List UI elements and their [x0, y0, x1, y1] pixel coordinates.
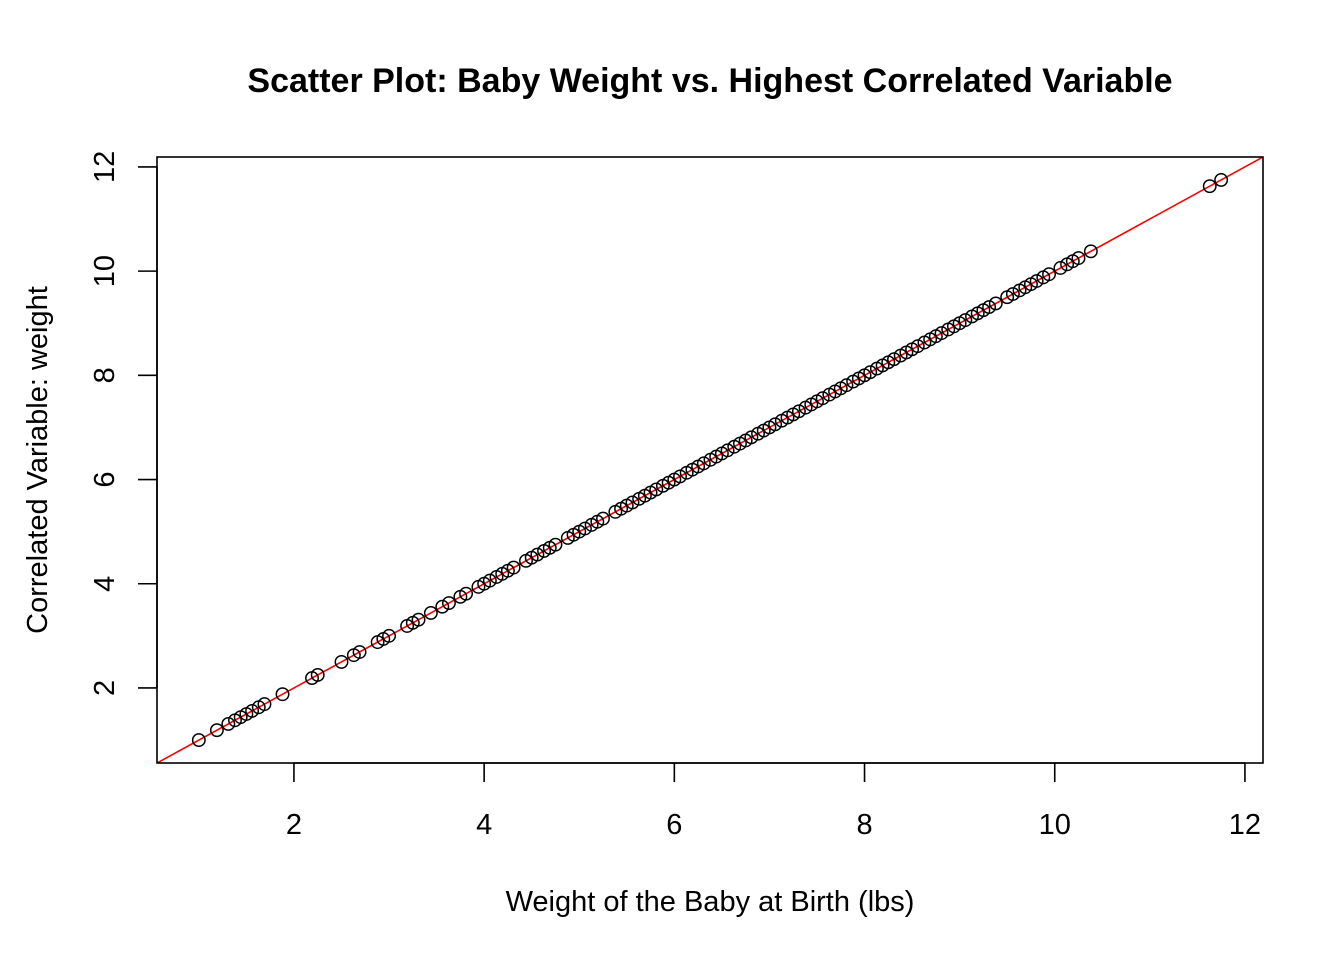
- data-point: [1029, 274, 1044, 288]
- plot-frame: [156, 156, 1264, 764]
- data-point: [506, 560, 521, 575]
- data-point: [791, 404, 806, 419]
- data-point: [352, 645, 367, 659]
- data-point: [720, 443, 735, 458]
- data-point: [673, 469, 687, 484]
- data-point: [934, 326, 949, 341]
- data-point: [191, 733, 206, 748]
- data-point: [442, 596, 456, 610]
- data-point: [257, 697, 272, 712]
- data-point: [577, 521, 592, 536]
- data-point: [221, 716, 236, 731]
- data-point: [382, 628, 396, 643]
- data-point: [1071, 251, 1086, 266]
- y-tick-label: 12: [89, 151, 121, 183]
- x-tick-label: 12: [1229, 809, 1261, 841]
- x-axis: 2 4 6 8 10 12: [286, 762, 1261, 841]
- data-point: [435, 599, 450, 614]
- chart-title: Scatter Plot: Baby Weight vs. Highest Co…: [247, 62, 1172, 100]
- y-tick-label: 10: [89, 255, 121, 287]
- data-point: [887, 352, 901, 367]
- data-point: [1053, 261, 1068, 275]
- data-point: [310, 667, 325, 682]
- data-point: [334, 654, 349, 669]
- x-tick-label: 6: [666, 809, 682, 841]
- data-point: [596, 511, 610, 526]
- data-point: [1042, 267, 1056, 282]
- x-tick-label: 4: [476, 809, 492, 841]
- data-point: [982, 300, 997, 315]
- data-point: [649, 482, 664, 497]
- x-tick-label: 8: [856, 809, 872, 841]
- data-point: [863, 365, 878, 380]
- data-point: [1202, 179, 1217, 194]
- data-point: [275, 687, 290, 702]
- data-point: [423, 605, 438, 620]
- data-point: [815, 391, 830, 406]
- data-point: [530, 547, 545, 562]
- data-point: [696, 456, 711, 471]
- data-points: [191, 172, 1229, 748]
- y-tick-label: 6: [89, 471, 121, 487]
- data-point: [1083, 244, 1098, 259]
- data-point: [482, 573, 497, 588]
- data-point: [744, 430, 759, 445]
- y-axis-label: Correlated Variable: weight: [22, 286, 54, 634]
- x-tick-label: 2: [286, 809, 302, 841]
- data-point: [625, 495, 640, 510]
- y-tick-label: 8: [89, 367, 121, 383]
- x-axis-label: Weight of the Baby at Birth (lbs): [506, 886, 915, 918]
- data-point: [209, 723, 224, 738]
- data-point: [548, 537, 563, 552]
- data-point: [988, 296, 1003, 311]
- data-point: [1005, 287, 1020, 301]
- data-point: [839, 378, 854, 393]
- y-axis: 2 4 6 8 10 12: [89, 151, 158, 696]
- x-tick-label: 10: [1039, 809, 1071, 841]
- data-point: [958, 313, 973, 328]
- y-tick-label: 2: [89, 680, 121, 696]
- data-point: [459, 586, 474, 601]
- data-point: [1214, 172, 1229, 187]
- data-point: [768, 417, 783, 432]
- data-point: [245, 703, 260, 718]
- data-point: [411, 612, 426, 627]
- y-tick-label: 4: [89, 576, 121, 592]
- data-point: [910, 339, 925, 354]
